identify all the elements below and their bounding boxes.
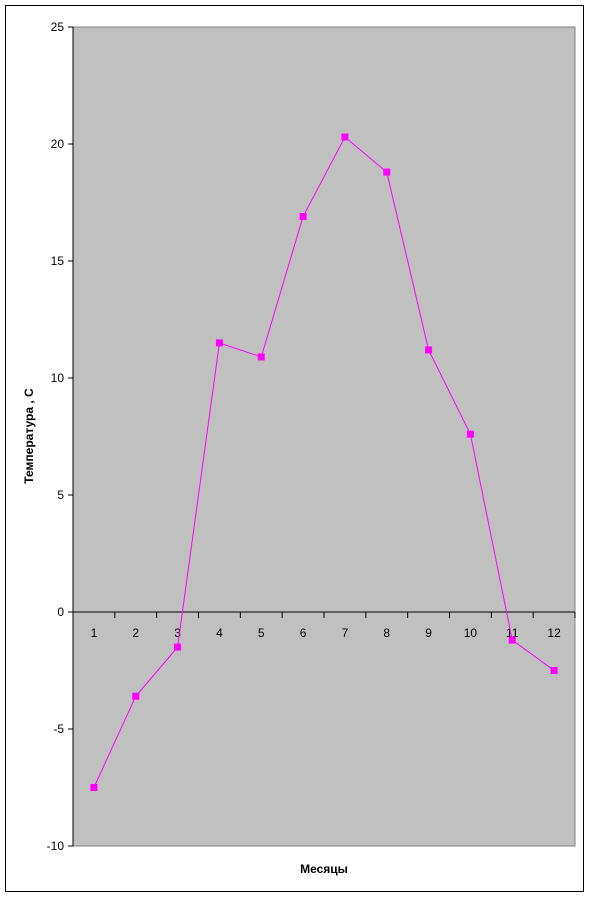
- data-point: [132, 692, 140, 700]
- x-tick-label: 4: [216, 626, 223, 640]
- x-tick-label: 1: [91, 626, 98, 640]
- data-point: [257, 353, 265, 361]
- data-point: [508, 636, 516, 644]
- series-line: [93, 136, 555, 788]
- x-tick-label: 12: [547, 626, 561, 640]
- y-tick-label: 5: [57, 488, 64, 502]
- plot-area: [72, 26, 576, 847]
- data-point: [299, 213, 307, 221]
- data-point: [550, 667, 558, 674]
- data-point: [174, 643, 182, 651]
- series-layer: [90, 133, 558, 791]
- y-axis-title: Температура , С: [22, 388, 36, 484]
- data-point: [215, 339, 223, 347]
- data-point: [341, 133, 349, 141]
- y-tick-label: 20: [51, 137, 65, 151]
- x-tick-label: 8: [383, 626, 390, 640]
- x-tick-label: 3: [174, 626, 181, 640]
- x-tick-label: 7: [342, 626, 349, 640]
- y-tick-label: -5: [53, 722, 64, 736]
- x-tick-label: 10: [464, 626, 478, 640]
- y-tick-label: 10: [51, 371, 65, 385]
- data-point: [466, 430, 474, 438]
- data-point: [90, 784, 98, 791]
- data-point: [425, 346, 433, 354]
- data-point: [383, 168, 391, 176]
- x-tick-label: 2: [132, 626, 139, 640]
- x-tick-label: 9: [425, 626, 432, 640]
- x-axis-title: Месяцы: [300, 862, 348, 876]
- y-tick-label: -10: [47, 839, 65, 853]
- x-axis: 1 2 3 4 5 6 7 8 9 10 11 12: [72, 611, 576, 640]
- y-tick-label: 15: [51, 254, 65, 268]
- x-tick-label: 5: [258, 626, 265, 640]
- y-tick-label: 25: [51, 20, 65, 34]
- y-axis: -10 -5 0 5 10 15 20 25: [47, 20, 74, 853]
- y-tick-label: 0: [57, 605, 64, 619]
- x-tick-label: 11: [506, 626, 519, 640]
- x-tick-label: 6: [300, 626, 307, 640]
